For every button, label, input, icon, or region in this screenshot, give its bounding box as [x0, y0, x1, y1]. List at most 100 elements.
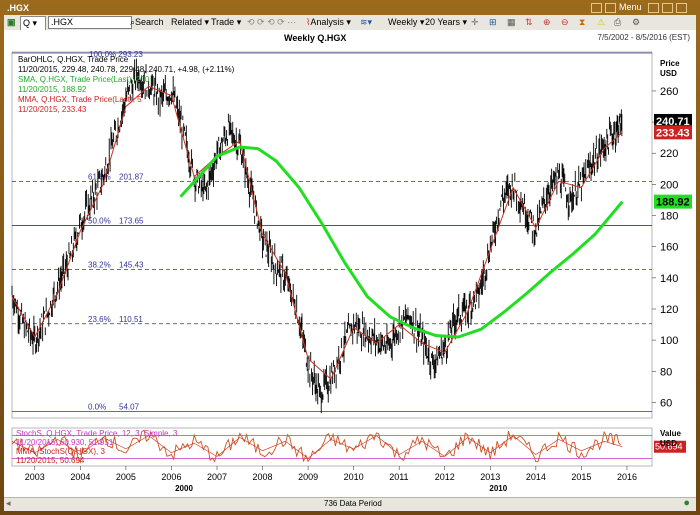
- link-icon[interactable]: [604, 2, 616, 13]
- hourglass-icon[interactable]: ⧗: [579, 17, 586, 27]
- data-period-label: 736 Data Period: [324, 499, 382, 508]
- price-tag: 233.43: [656, 127, 690, 139]
- go-icon[interactable]: ●: [683, 497, 690, 509]
- range-select[interactable]: 20 Years ▾: [425, 17, 468, 27]
- stoch-mma-line: [11, 435, 623, 459]
- time-tick-label: 2016: [617, 472, 637, 482]
- stoch-legend-entry: MMA, StochS(Q.HGX), 3: [16, 447, 105, 456]
- legend-entry: 11/20/2015, 188.92: [18, 85, 87, 94]
- symbol-input[interactable]: .HGX: [48, 16, 132, 29]
- date-range: 7/5/2002 - 8/5/2016 (EST): [597, 33, 691, 42]
- chart-area[interactable]: 100.0% 293.2361.8%201.8750.0%173.6538.2%…: [4, 30, 696, 510]
- time-tick-label: 2011: [389, 472, 408, 482]
- analysis-menu[interactable]: ⌇Analysis ▾: [306, 17, 351, 27]
- time-tick-label: 2003: [25, 472, 45, 482]
- decade-label: 2000: [175, 484, 193, 493]
- scale-icon[interactable]: ⇅: [525, 17, 533, 27]
- window-controls: Menu: [590, 2, 690, 13]
- price-tick-label: 260: [660, 86, 678, 98]
- chart-svg[interactable]: 100.0% 293.2361.8%201.8750.0%173.6538.2%…: [4, 30, 696, 510]
- price-tick-label: 200: [660, 179, 678, 191]
- print-icon[interactable]: ⎙: [614, 17, 622, 27]
- indicator-lines: [11, 85, 624, 380]
- close-icon[interactable]: [676, 2, 687, 13]
- analysis-icon: ⌇: [306, 17, 311, 27]
- stoch-panel-border: [11, 427, 653, 467]
- alert-icon[interactable]: ⚠: [597, 17, 606, 27]
- related-menu[interactable]: Related ▾: [171, 17, 210, 27]
- fib-pct-label: 50.0%: [88, 216, 111, 225]
- fib-value-label: 173.65: [119, 216, 144, 225]
- price-tick-label: 80: [660, 366, 672, 378]
- legend-entry: 11/20/2015, 233.43: [18, 105, 87, 114]
- time-axis: 2003 2004 2005 2006 2007 2008 2009 2010 2011 2012…: [25, 466, 637, 493]
- time-tick-label: 2008: [253, 472, 273, 482]
- time-tick-label: 2004: [70, 472, 90, 482]
- legend-entry: BarOHLC, Q.HGX, Trade Price: [18, 55, 129, 64]
- stoch-tag-bg: [654, 440, 686, 453]
- time-tick-label: 2010: [344, 472, 364, 482]
- link-green-icon[interactable]: ▣: [7, 17, 16, 27]
- price-tag: 188.92: [656, 197, 690, 209]
- fib-pct-label: 38.2%: [88, 260, 111, 269]
- time-tick-label: 2012: [435, 472, 455, 482]
- legend-entry: MMA, Q.HGX, Trade Price(Last), 5: [18, 95, 142, 104]
- settings-icon[interactable]: ⚙: [632, 17, 641, 27]
- menu-button[interactable]: Menu: [618, 2, 642, 12]
- window-title: .HGX: [7, 3, 30, 13]
- legend-entry: 11/20/2015, 229.48, 240.78, 229.48, 240.…: [18, 65, 235, 74]
- draw-icon[interactable]: ≋▾: [360, 17, 373, 27]
- maximize-icon[interactable]: [662, 2, 673, 13]
- search-button[interactable]: ⌕Search: [130, 17, 164, 27]
- price-tag-bg: [654, 113, 692, 128]
- toolbar: ▣ Q ▾ .HGX ⌕Search Related ▾ Trade ▾ ⟲ ⟳…: [4, 15, 696, 31]
- zoom-out-icon[interactable]: ⊖: [561, 17, 569, 27]
- minimize-icon[interactable]: [648, 2, 659, 13]
- status-bar: ◂ 736 Data Period ●: [4, 497, 696, 511]
- grid: [11, 51, 653, 467]
- trade-menu[interactable]: Trade ▾: [211, 17, 242, 27]
- stoch-legend-entry: 11/20/2015, 60.930, 51.951: [16, 438, 114, 447]
- chart-title: Weekly Q.HGX: [284, 33, 347, 43]
- crosshair-icon[interactable]: ✛: [471, 17, 479, 27]
- symbol-type-select[interactable]: Q ▾: [20, 16, 46, 31]
- price-tag-bg: [654, 125, 692, 140]
- fib-value-label: 201.87: [119, 172, 144, 181]
- price-tick-label: 180: [660, 211, 678, 223]
- price-tag-bg: [654, 194, 692, 209]
- zoom-in-icon[interactable]: ⊕: [543, 17, 551, 27]
- price-axis: 2602402202001801601401201008060PriceUSD2…: [652, 59, 692, 409]
- price-axis-unit: USD: [660, 69, 677, 78]
- time-tick-label: 2013: [480, 472, 500, 482]
- price-tick-label: 100: [660, 335, 678, 347]
- layout-icon[interactable]: ▦: [507, 17, 516, 27]
- legend-entry: SMA, Q.HGX, Trade Price(Last), 200: [18, 75, 150, 84]
- price-tick-label: 160: [660, 242, 678, 254]
- mma-line: [11, 85, 623, 380]
- stoch-line: [11, 429, 621, 464]
- fib-value-label: 145.43: [119, 260, 144, 269]
- time-tick-label: 2005: [116, 472, 136, 482]
- price-tick-label: 140: [660, 273, 678, 285]
- fib-levels: 100.0% 293.2361.8%201.8750.0%173.6538.2%…: [12, 50, 652, 413]
- fit-icon[interactable]: ⊞: [489, 17, 497, 27]
- nav-icons[interactable]: ⟲ ⟳ ⟲ ⟳ ⋯: [247, 17, 297, 27]
- time-tick-label: 2014: [526, 472, 546, 482]
- pin-icon[interactable]: [590, 2, 602, 13]
- fib-value-label: 54.07: [119, 403, 140, 412]
- stoch-axis-unit: USD: [660, 439, 677, 448]
- time-tick-label: 2006: [161, 472, 181, 482]
- ohlc-series: [11, 58, 623, 414]
- fib-pct-label: 23.6%: [88, 315, 111, 324]
- price-panel-border: [11, 51, 653, 419]
- fib-pct-label: 0.0%: [88, 403, 106, 412]
- period-select[interactable]: Weekly ▾: [388, 17, 425, 27]
- stoch-value-tag: 50.694: [655, 442, 683, 452]
- price-axis-title: Price: [660, 59, 680, 68]
- sma-line: [179, 145, 624, 339]
- fib-top-label: 100.0% 293.23: [89, 50, 143, 59]
- scroll-left-icon[interactable]: ◂: [6, 498, 11, 508]
